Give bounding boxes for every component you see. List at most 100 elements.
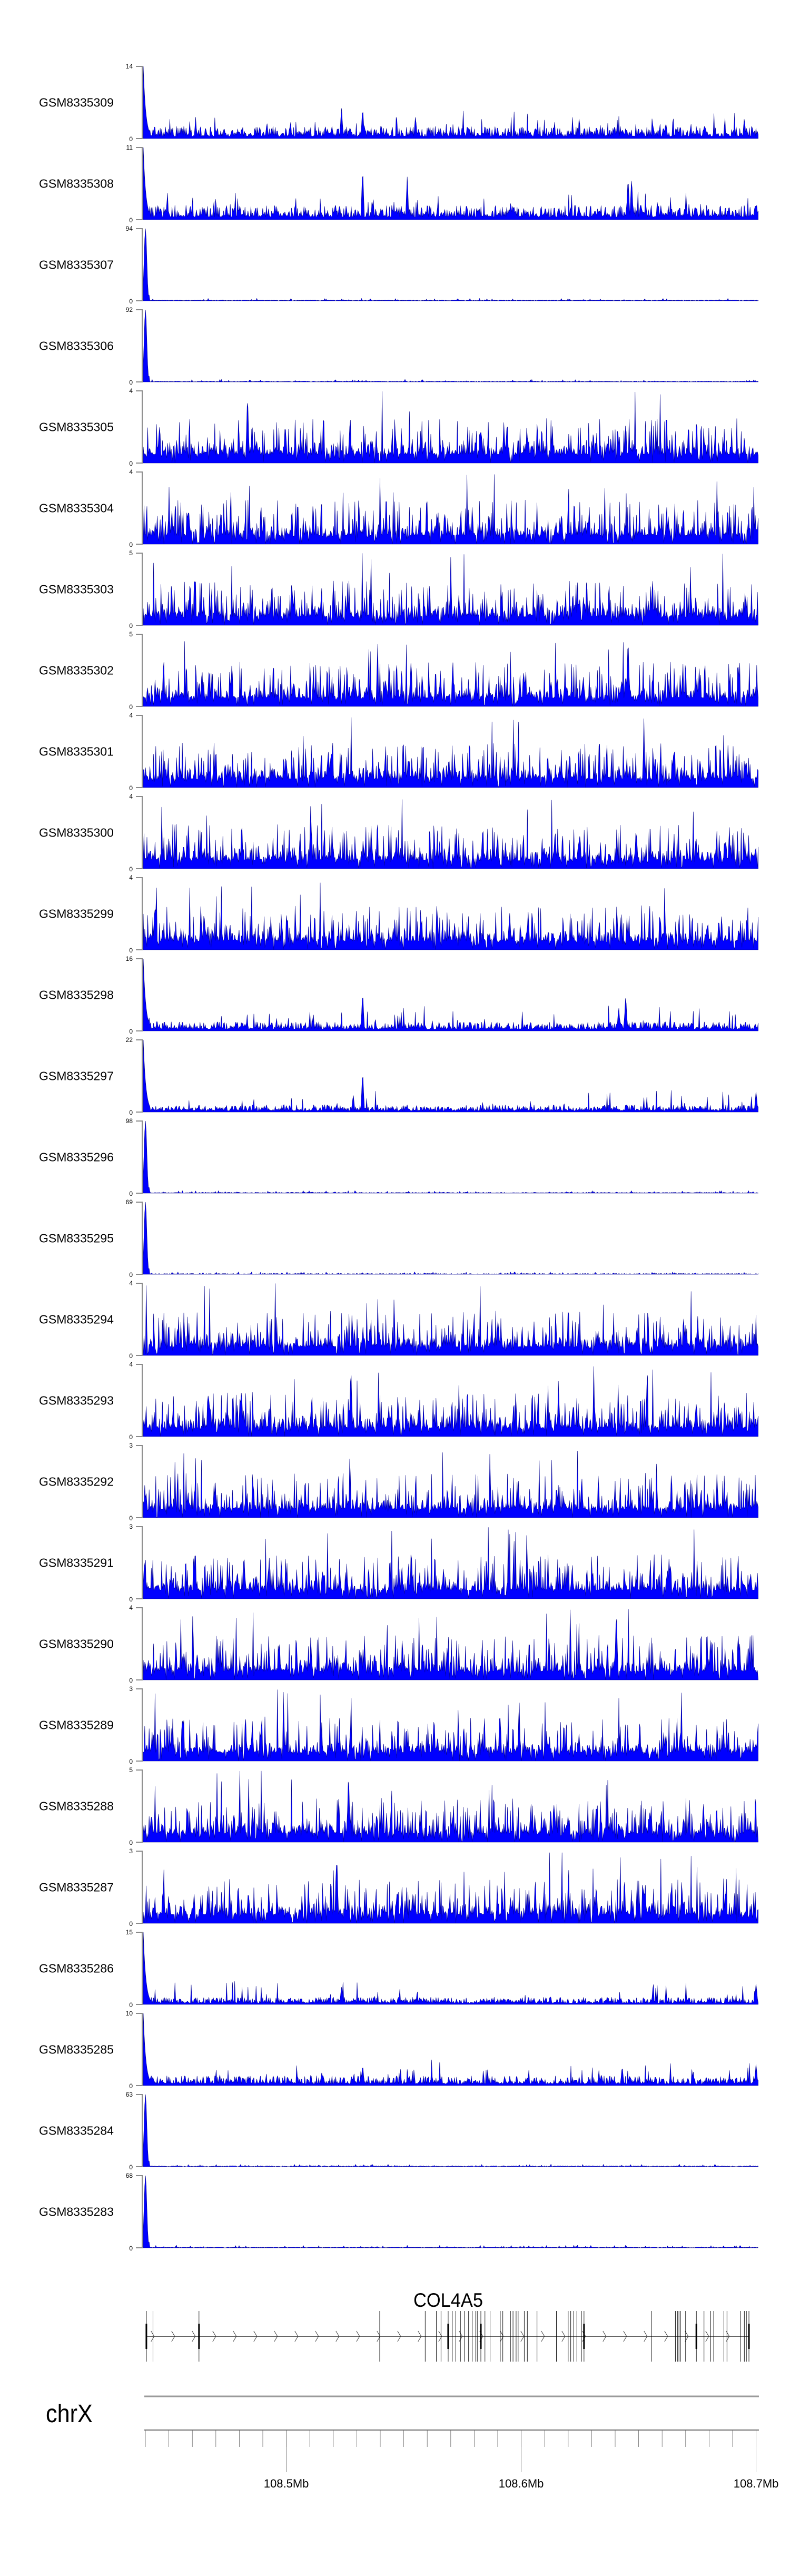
y-axis-min-label: 0 bbox=[129, 2001, 133, 2009]
coverage-track: GSM8335300 4 0 bbox=[39, 793, 758, 873]
coverage-track: GSM8335301 4 0 bbox=[39, 712, 758, 792]
strand-arrow-icon bbox=[623, 2331, 627, 2342]
coverage-area bbox=[143, 799, 758, 869]
coverage-area bbox=[143, 2094, 758, 2167]
strand-arrow-icon bbox=[335, 2331, 340, 2342]
y-axis bbox=[136, 1039, 143, 1113]
coverage-area bbox=[143, 474, 758, 545]
strand-arrow-icon bbox=[274, 2331, 278, 2342]
y-axis-max-label: 4 bbox=[129, 712, 133, 719]
coverage-area bbox=[143, 1283, 758, 1356]
y-axis bbox=[136, 66, 143, 139]
y-axis-min-label: 0 bbox=[129, 460, 133, 467]
y-axis bbox=[136, 715, 143, 788]
y-axis bbox=[136, 1120, 143, 1194]
strand-arrow-icon bbox=[171, 2331, 175, 2342]
y-axis-max-label: 11 bbox=[126, 144, 133, 151]
y-axis-max-label: 63 bbox=[126, 2091, 133, 2098]
y-axis bbox=[136, 1364, 143, 1437]
coverage-track: GSM8335307 94 0 bbox=[39, 225, 758, 305]
y-axis bbox=[136, 471, 143, 545]
coverage-area bbox=[143, 1932, 758, 2005]
y-axis-min-label: 0 bbox=[129, 1515, 133, 1522]
y-axis-min-label: 0 bbox=[129, 541, 133, 548]
coverage-track: GSM8335286 15 0 bbox=[39, 1929, 758, 2009]
track-label: GSM8335286 bbox=[39, 1962, 114, 1975]
strand-arrow-icon bbox=[212, 2331, 216, 2342]
y-axis-min-label: 0 bbox=[129, 135, 133, 143]
coverage-track: GSM8335290 4 0 bbox=[39, 1604, 758, 1684]
coverage-area bbox=[143, 1527, 758, 1599]
track-label: GSM8335289 bbox=[39, 1718, 114, 1732]
y-axis-min-label: 0 bbox=[129, 866, 133, 873]
track-label: GSM8335306 bbox=[39, 339, 114, 353]
strand-arrow-icon bbox=[500, 2331, 504, 2342]
coverage-area bbox=[143, 228, 758, 301]
coverage-area bbox=[143, 553, 758, 626]
y-axis bbox=[136, 1688, 143, 1762]
y-axis-min-label: 0 bbox=[129, 379, 133, 386]
y-axis-max-label: 4 bbox=[129, 387, 133, 395]
strand-arrow-icon bbox=[438, 2331, 442, 2342]
y-axis-max-label: 4 bbox=[129, 793, 133, 800]
track-label: GSM8335299 bbox=[39, 907, 114, 921]
y-axis bbox=[136, 390, 143, 464]
track-label: GSM8335308 bbox=[39, 177, 114, 191]
track-label: GSM8335297 bbox=[39, 1069, 114, 1083]
y-axis-max-label: 5 bbox=[129, 549, 133, 557]
y-axis-max-label: 5 bbox=[129, 1766, 133, 1774]
y-axis bbox=[136, 2013, 143, 2086]
strand-arrow-icon bbox=[603, 2331, 607, 2342]
track-label: GSM8335291 bbox=[39, 1556, 114, 1570]
coverage-area bbox=[143, 717, 758, 788]
y-axis bbox=[136, 796, 143, 869]
y-axis-min-label: 0 bbox=[129, 1028, 133, 1035]
strand-arrow-icon bbox=[294, 2331, 299, 2342]
axis-tick-label: 108.6Mb bbox=[499, 2477, 544, 2490]
exon-block bbox=[447, 2324, 449, 2349]
y-axis-max-label: 98 bbox=[126, 1117, 133, 1125]
coverage-area bbox=[143, 391, 758, 464]
y-axis-max-label: 4 bbox=[129, 468, 133, 476]
y-axis bbox=[136, 1607, 143, 1680]
y-axis-max-label: 4 bbox=[129, 1280, 133, 1287]
coverage-track: GSM8335298 16 0 bbox=[39, 955, 758, 1035]
y-axis-max-label: 4 bbox=[129, 1604, 133, 1611]
y-axis-max-label: 4 bbox=[129, 1361, 133, 1368]
y-axis-min-label: 0 bbox=[129, 217, 133, 224]
coverage-track: GSM8335297 22 0 bbox=[39, 1036, 758, 1116]
track-label: GSM8335294 bbox=[39, 1313, 114, 1326]
coverage-track: GSM8335295 69 0 bbox=[39, 1198, 758, 1279]
track-label: GSM8335304 bbox=[39, 502, 114, 515]
strand-arrow-icon bbox=[561, 2331, 566, 2342]
coverage-track: GSM8335288 5 0 bbox=[39, 1766, 758, 1846]
y-axis-min-label: 0 bbox=[129, 622, 133, 630]
coverage-area bbox=[143, 882, 758, 950]
coverage-area bbox=[143, 1689, 758, 1762]
y-axis-max-label: 4 bbox=[129, 874, 133, 881]
coverage-area bbox=[143, 1366, 758, 1437]
coverage-track: GSM8335294 4 0 bbox=[39, 1280, 758, 1360]
track-label: GSM8335298 bbox=[39, 988, 114, 1002]
strand-arrow-icon bbox=[520, 2331, 525, 2342]
y-axis-min-label: 0 bbox=[129, 1271, 133, 1279]
y-axis bbox=[136, 2094, 143, 2167]
exon-block bbox=[695, 2324, 697, 2349]
y-axis-max-label: 94 bbox=[126, 225, 133, 232]
coverage-track: GSM8335305 4 0 bbox=[39, 387, 758, 467]
coverage-track: GSM8335291 3 0 bbox=[39, 1523, 758, 1603]
track-label: GSM8335290 bbox=[39, 1637, 114, 1651]
coverage-area bbox=[143, 2013, 758, 2086]
y-axis bbox=[136, 2175, 143, 2248]
track-label: GSM8335283 bbox=[39, 2205, 114, 2219]
y-axis bbox=[136, 1932, 143, 2005]
y-axis bbox=[136, 1283, 143, 1356]
track-label: GSM8335288 bbox=[39, 1800, 114, 1813]
y-axis-max-label: 3 bbox=[129, 1442, 133, 1449]
track-label: GSM8335300 bbox=[39, 826, 114, 840]
y-axis-max-label: 69 bbox=[126, 1198, 133, 1206]
gene-track: COL4A5 bbox=[145, 2289, 750, 2362]
strand-arrow-icon bbox=[541, 2331, 545, 2342]
coverage-area bbox=[143, 641, 758, 707]
coverage-area bbox=[143, 147, 758, 220]
